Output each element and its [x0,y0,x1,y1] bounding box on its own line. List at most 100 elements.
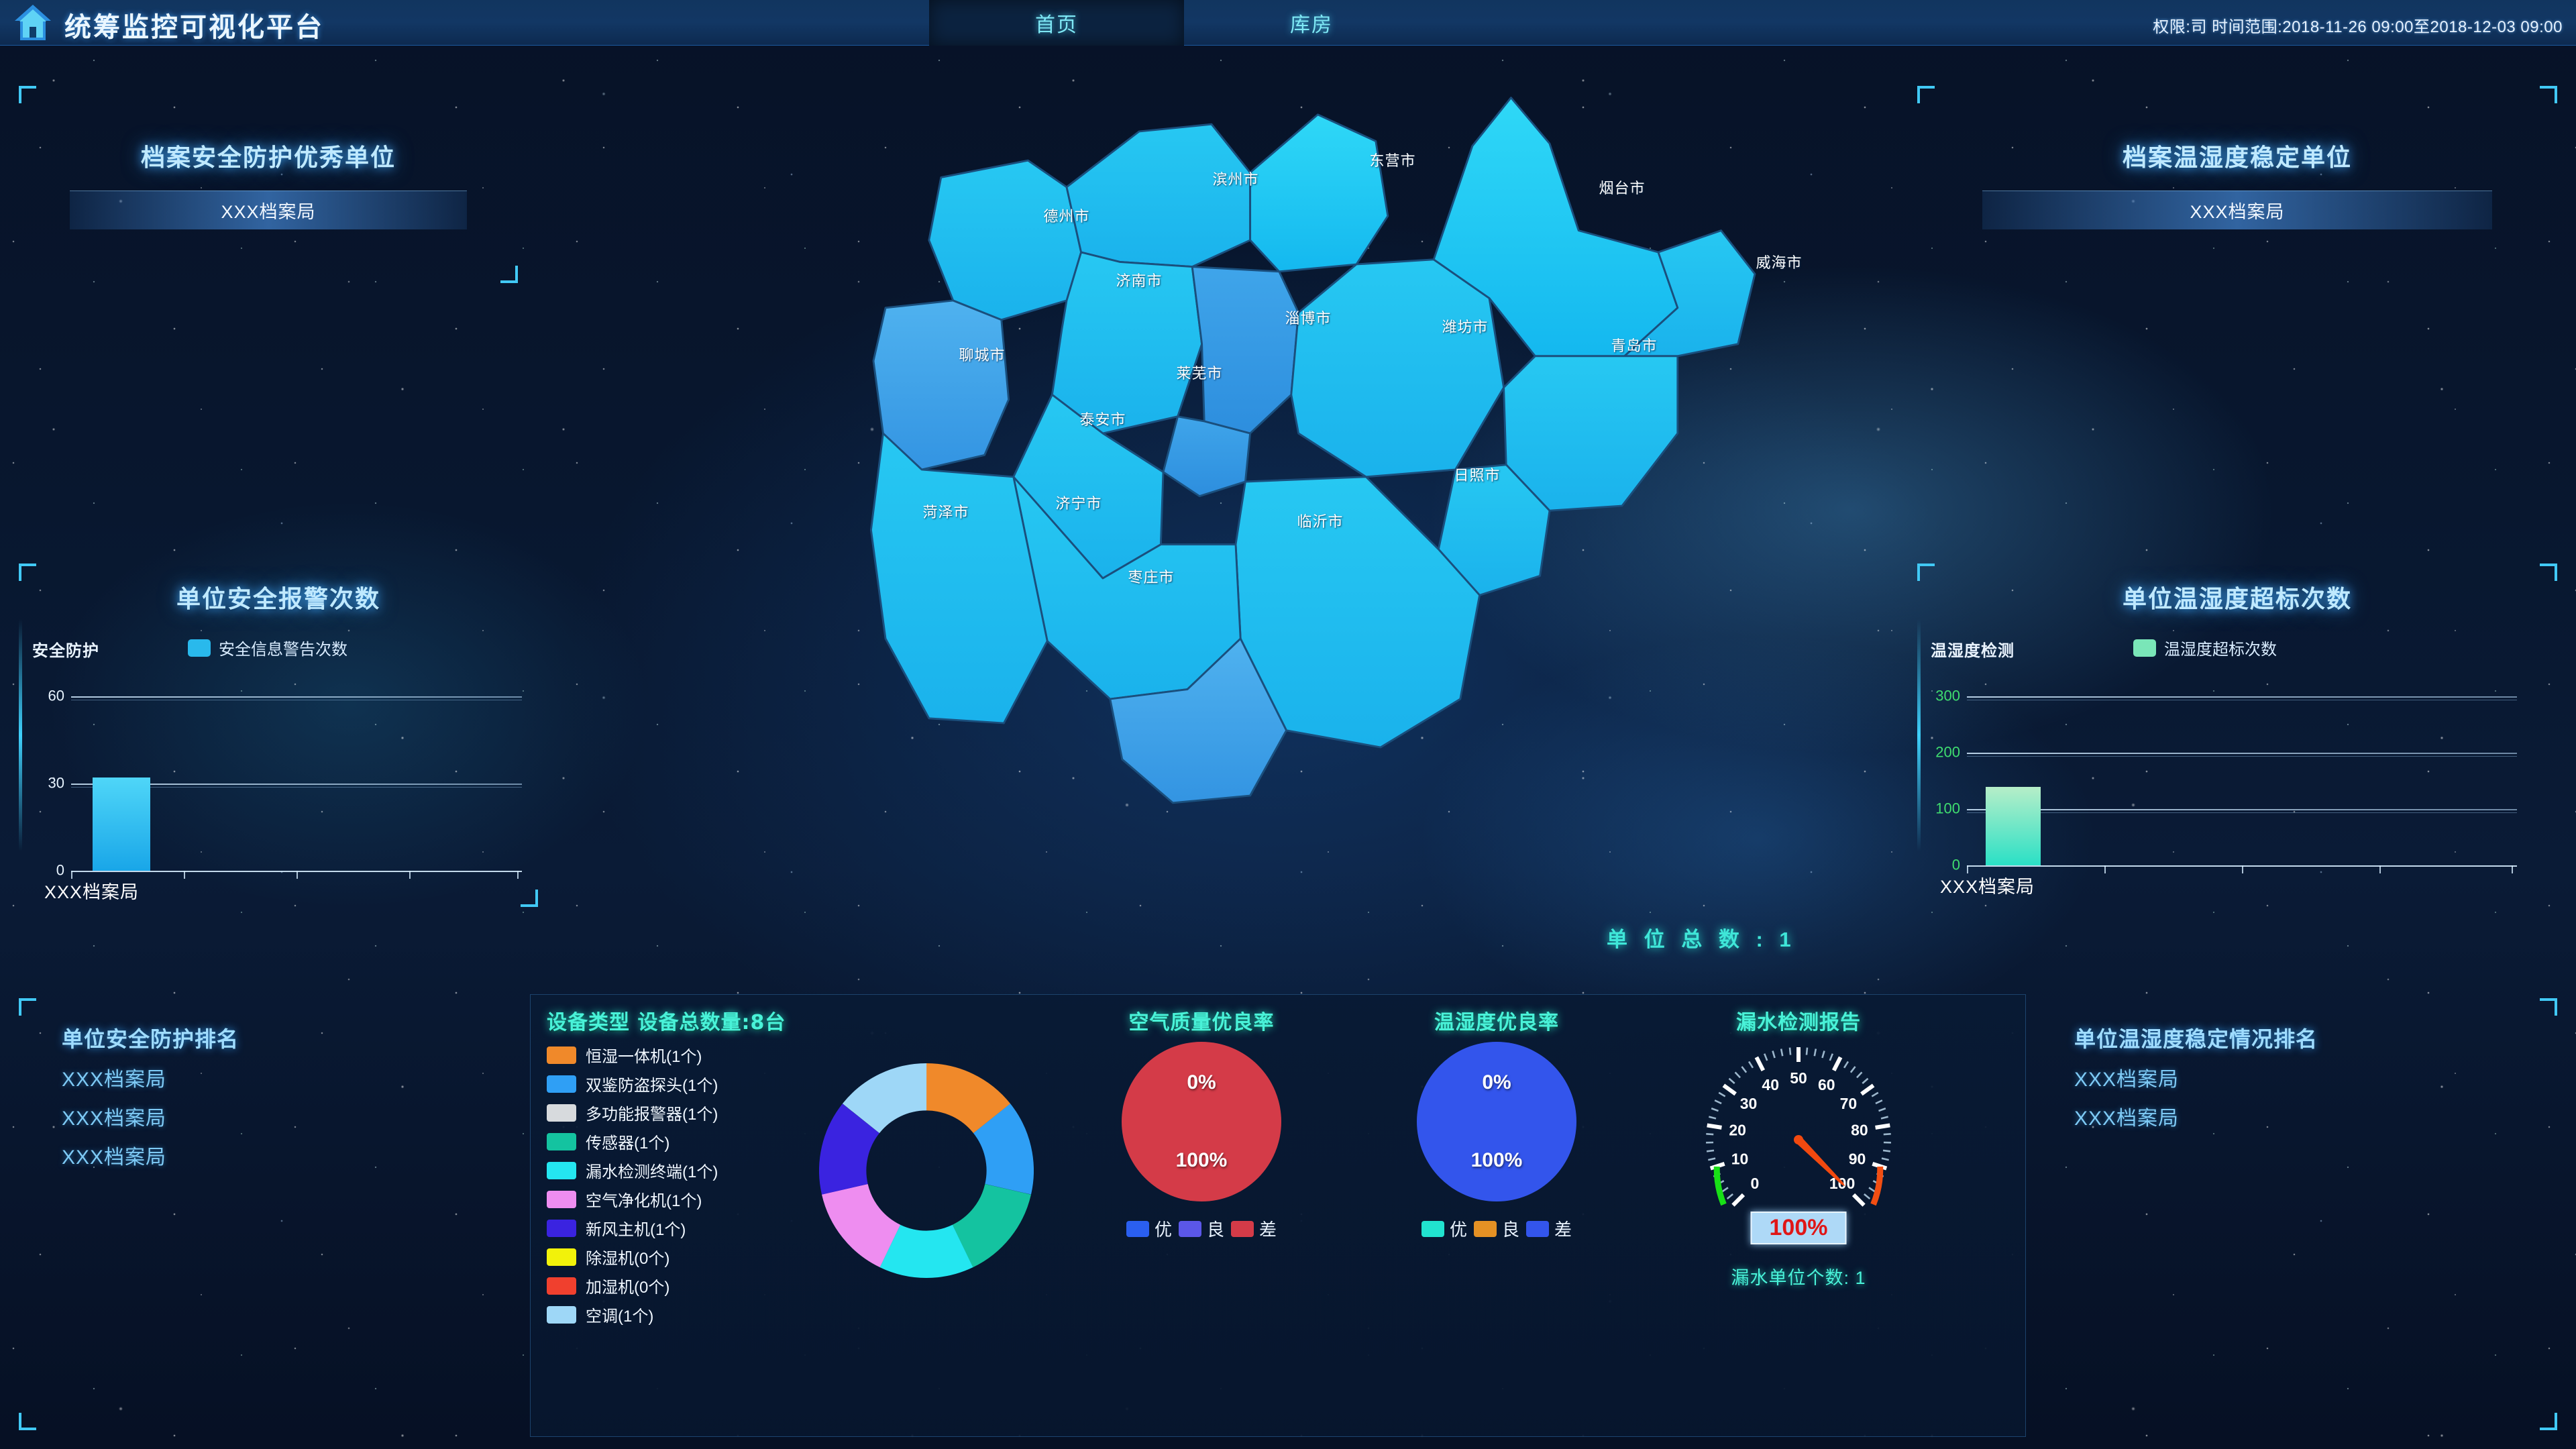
chart-legend[interactable]: 温湿度超标次数 [2133,636,2277,659]
pie-legend[interactable]: 优 良 差 [1067,1216,1336,1241]
ranking-item[interactable]: XXX档案局 [62,1108,167,1130]
legend-swatch [188,639,211,657]
device-label: 传感器(1个) [586,1134,670,1152]
legend-swatch [1473,1220,1497,1237]
chart-exceed-count: 单位温湿度超标次数 温湿度检测 温湿度超标次数 300 200 100 0 XX… [1917,564,2557,906]
x-tick [71,871,72,879]
temp-humidity-pie[interactable]: 0% 100% [1417,1042,1576,1201]
device-legend-item[interactable]: 多功能报警器(1个) [547,1101,786,1124]
map-city-label: 淄博市 [1285,309,1332,327]
legend-swatch [1126,1220,1149,1237]
corner-decoration [19,998,36,1016]
legend-label: 优 [1449,1220,1467,1240]
legend-swatch [1421,1220,1444,1237]
edge-glow [19,619,22,851]
tab-home[interactable]: 首页 [929,0,1184,46]
device-legend-title: 设备类型 设备总数量:8台 [547,1011,786,1034]
bar-category-label: XXX档案局 [1940,877,2035,897]
tab-warehouse[interactable]: 库房 [1290,14,1333,36]
gridline: 30 [48,774,522,791]
air-quality-pie[interactable]: 0% 100% [1122,1042,1281,1201]
legend-label: 差 [1259,1220,1277,1240]
bar-exceed[interactable] [1986,786,2041,865]
excellent-unit-chip[interactable]: XXX档案局 [70,191,467,229]
ranking-item[interactable]: XXX档案局 [62,1146,167,1169]
ranking-item[interactable]: XXX档案局 [62,1069,167,1091]
legend-entry[interactable]: 优 [1126,1216,1172,1241]
svg-text:70: 70 [1840,1095,1858,1112]
svg-text:90: 90 [1849,1150,1866,1167]
legend-label: 良 [1501,1220,1519,1240]
legend-swatch [547,1190,576,1208]
legend-label: 良 [1206,1220,1224,1240]
device-legend-item[interactable]: 漏水检测终端(1个) [547,1159,786,1182]
map-city-label: 泰安市 [1079,411,1126,429]
map-city-label: 枣庄市 [1128,569,1175,586]
gridline: 100 [1935,800,2517,816]
device-legend-item[interactable]: 恒湿一体机(1个) [547,1043,786,1067]
unit-total-label: 单 位 总 数 : 1 [1607,928,1796,951]
device-legend-item[interactable]: 空气净化机(1个) [547,1187,786,1211]
device-legend-item[interactable]: 加湿机(0个) [547,1274,786,1297]
map-city-label: 济南市 [1116,272,1163,290]
legend-entry[interactable]: 差 [1231,1216,1277,1241]
ranking-title: 单位安全防护排名 [62,1027,239,1051]
device-label: 多功能报警器(1个) [586,1106,718,1124]
gridline: 300 [1935,687,2517,704]
device-label: 空调(1个) [586,1307,654,1326]
device-label: 双鉴防盗探头(1个) [586,1077,718,1095]
bar-alarm[interactable] [93,777,150,871]
ranking-item[interactable]: XXX档案局 [2074,1069,2180,1091]
legend-entry[interactable]: 差 [1526,1216,1572,1241]
legend-entry[interactable]: 优 [1421,1216,1467,1241]
panel-temp-humidity-ranking: 单位温湿度稳定情况排名 XXX档案局 XXX档案局 [2033,998,2557,1430]
pie-value-top: 0% [1187,1071,1216,1093]
map-city-label: 东营市 [1369,152,1416,169]
y-tick-label: 100 [1935,800,1960,817]
map-city-label: 莱芜市 [1176,365,1223,382]
legend-swatch [547,1046,576,1064]
shandong-map[interactable]: 滨州市 东营市 烟台市 威海市 德州市 济南市 淄博市 潍坊市 青岛市 聊城市 … [704,67,1912,993]
svg-text:80: 80 [1851,1122,1868,1139]
device-legend-item[interactable]: 双鉴防盗探头(1个) [547,1072,786,1095]
edge-glow [1917,619,1921,851]
pie-value-top: 0% [1482,1071,1511,1093]
chart-air-quality: 空气质量优良率 0% 100% 优 良 差 [1067,1006,1336,1241]
device-label: 加湿机(0个) [586,1279,670,1297]
legend-swatch [2133,639,2156,657]
svg-text:50: 50 [1790,1069,1807,1087]
legend-entry[interactable]: 良 [1473,1216,1519,1241]
legend-swatch [547,1248,576,1266]
device-legend-item[interactable]: 除湿机(0个) [547,1245,786,1269]
plot-area: 60 30 0 [48,687,522,879]
gridline: 60 [48,687,522,704]
legend-swatch [547,1277,576,1295]
corner-decoration [19,564,36,581]
device-label: 新风主机(1个) [586,1221,686,1239]
panel-safety-ranking: 单位安全防护排名 XXX档案局 XXX档案局 XXX档案局 [19,998,517,1430]
chart-legend[interactable]: 安全信息警告次数 [188,636,347,659]
ranking-item[interactable]: XXX档案局 [2074,1108,2180,1130]
y-tick-label: 200 [1935,743,1960,761]
legend-entry[interactable]: 良 [1178,1216,1224,1241]
map-city-label: 威海市 [1756,254,1803,271]
chart-title: 单位安全报警次数 [176,586,380,613]
device-donut-chart[interactable] [819,1063,1034,1278]
x-tick [2104,865,2106,873]
map-city-label: 德州市 [1043,207,1090,225]
device-legend-item[interactable]: 新风主机(1个) [547,1216,786,1240]
app-header: 统筹监控可视化平台 首页 库房 权限:司 时间范围:2018-11-26 09:… [0,0,2576,46]
chart-title: 空气质量优良率 [1128,1011,1275,1034]
map-svg [869,97,1756,804]
y-tick-label: 0 [1951,856,1960,873]
panel-device-summary: 设备类型 设备总数量:8台 恒湿一体机(1个) 双鉴防盗探头(1个) 多功能报警… [530,994,2026,1437]
svg-text:30: 30 [1740,1095,1758,1112]
ranking-title: 单位温湿度稳定情况排名 [2074,1027,2318,1051]
pie-legend[interactable]: 优 良 差 [1362,1216,1631,1241]
stable-unit-chip[interactable]: XXX档案局 [1982,191,2492,229]
device-legend-item[interactable]: 传感器(1个) [547,1130,786,1153]
svg-text:60: 60 [1818,1076,1835,1093]
device-legend-item[interactable]: 空调(1个) [547,1303,786,1326]
panel-title: 档案安全防护优秀单位 [140,144,396,172]
